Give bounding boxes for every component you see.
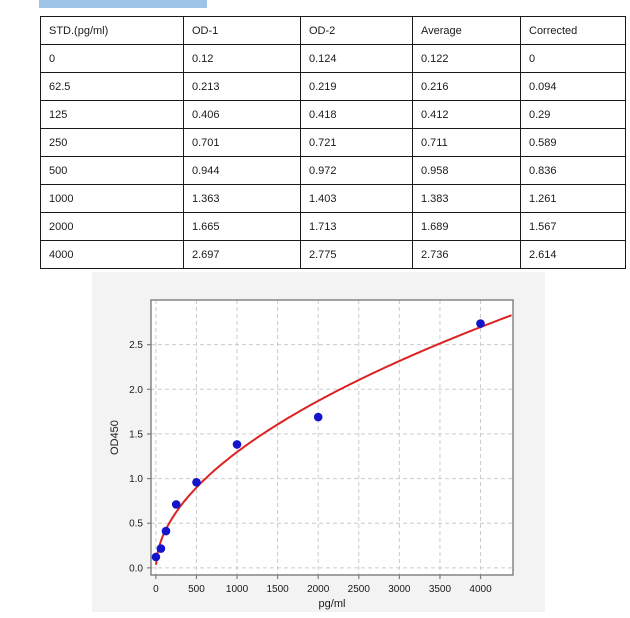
table-cell: 0.216 bbox=[412, 72, 521, 101]
table-cell: 2.736 bbox=[412, 240, 521, 269]
table-cell: 1.713 bbox=[300, 212, 413, 241]
y-tick-label: 0.0 bbox=[129, 563, 143, 574]
table-cell: 0.122 bbox=[412, 44, 521, 73]
table-cell: 0.213 bbox=[183, 72, 301, 101]
table-row: 500 0.944 0.972 0.958 0.836 bbox=[40, 156, 626, 185]
x-tick-label: 2000 bbox=[307, 584, 330, 595]
table-cell: 1.567 bbox=[520, 212, 626, 241]
table-row: 250 0.701 0.721 0.711 0.589 bbox=[40, 128, 626, 157]
column-header: Corrected bbox=[520, 16, 626, 45]
table-row: STD.(pg/ml) OD-1 OD-2 Average Corrected bbox=[40, 16, 626, 45]
x-tick-label: 2500 bbox=[348, 584, 371, 595]
table-row: 0 0.12 0.124 0.122 0 bbox=[40, 44, 626, 73]
column-header: STD.(pg/ml) bbox=[40, 16, 184, 45]
table-cell: 1.689 bbox=[412, 212, 521, 241]
y-tick-label: 1.0 bbox=[129, 474, 143, 485]
table-cell: 0.406 bbox=[183, 100, 301, 129]
table-cell: 0 bbox=[520, 44, 626, 73]
x-tick-label: 3500 bbox=[429, 584, 452, 595]
table-cell: 1.383 bbox=[412, 184, 521, 213]
table-cell: 1.261 bbox=[520, 184, 626, 213]
standards-table: STD.(pg/ml) OD-1 OD-2 Average Corrected 0 0.1… bbox=[40, 16, 626, 269]
x-tick-label: 1000 bbox=[226, 584, 249, 595]
column-header: OD-2 bbox=[300, 16, 413, 45]
column-header: OD-1 bbox=[183, 16, 301, 45]
x-tick-label: 4000 bbox=[469, 584, 492, 595]
data-point bbox=[171, 500, 181, 509]
x-tick-label: 1500 bbox=[266, 584, 289, 595]
table-cell: 0.29 bbox=[520, 100, 626, 129]
table-cell: 1.363 bbox=[183, 184, 301, 213]
plot-border bbox=[150, 299, 514, 576]
table-cell: 4000 bbox=[40, 240, 184, 269]
table-cell: 0.219 bbox=[300, 72, 413, 101]
data-point bbox=[161, 526, 171, 536]
table-row: 125 0.406 0.418 0.412 0.29 bbox=[40, 100, 626, 129]
standard-curve-plot: 0 500 1000 1500 2000 2500 3000 3500 4000 0.0 0.5 1.… bbox=[92, 272, 545, 612]
table-cell: 125 bbox=[40, 100, 184, 129]
plot-background bbox=[151, 300, 513, 575]
table-cell: 0.589 bbox=[520, 128, 626, 157]
fit-curve bbox=[155, 314, 512, 565]
table-cell: 1000 bbox=[40, 184, 184, 213]
table-cell: 0.711 bbox=[412, 128, 521, 157]
x-axis-label: pg/ml bbox=[319, 598, 346, 610]
table-cell: 0.958 bbox=[412, 156, 521, 185]
y-tick-label: 0.5 bbox=[129, 519, 143, 530]
standard-curve-figure: 0 500 1000 1500 2000 2500 3000 3500 4000 0.0 0.5 1.… bbox=[92, 272, 545, 612]
data-point bbox=[156, 544, 166, 553]
table-cell: 0.701 bbox=[183, 128, 301, 157]
x-tick-label: 0 bbox=[153, 584, 159, 595]
y-axis-label: OD450 bbox=[109, 420, 121, 455]
table-cell: 0.418 bbox=[300, 100, 413, 129]
data-point bbox=[476, 319, 485, 328]
x-tick-label: 3000 bbox=[388, 584, 411, 595]
table-cell: 0.12 bbox=[183, 44, 301, 73]
table-cell: 2000 bbox=[40, 212, 184, 241]
table-cell: 62.5 bbox=[40, 72, 184, 101]
data-point bbox=[192, 478, 201, 487]
column-header: Average bbox=[412, 16, 521, 45]
table-cell: 2.697 bbox=[183, 240, 301, 269]
table-row: 4000 2.697 2.775 2.736 2.614 bbox=[40, 240, 626, 269]
table-cell: 1.403 bbox=[300, 184, 413, 213]
y-tick-label: 1.5 bbox=[129, 429, 143, 440]
y-tick-label: 2.0 bbox=[129, 385, 143, 396]
table-cell: 0.836 bbox=[520, 156, 626, 185]
table-cell: 0 bbox=[40, 44, 184, 73]
table-cell: 250 bbox=[40, 128, 184, 157]
table-cell: 1.665 bbox=[183, 212, 301, 241]
table-cell: 0.412 bbox=[412, 100, 521, 129]
table-cell: 0.124 bbox=[300, 44, 413, 73]
data-point bbox=[232, 440, 242, 449]
table-cell: 500 bbox=[40, 156, 184, 185]
table-cell: 2.775 bbox=[300, 240, 413, 269]
table-header-row: STD.(pg/ml) OD-1 OD-2 Average Corrected bbox=[40, 16, 626, 45]
table-cell: 0.972 bbox=[300, 156, 413, 185]
data-point bbox=[313, 412, 323, 422]
table-cell: 0.094 bbox=[520, 72, 626, 101]
table-row: 62.5 0.213 0.219 0.216 0.094 bbox=[40, 72, 626, 101]
table-cell: 0.721 bbox=[300, 128, 413, 157]
y-tick-label: 2.5 bbox=[129, 340, 143, 351]
table-cell: 0.944 bbox=[183, 156, 301, 185]
table-row: 2000 1.665 1.713 1.689 1.567 bbox=[40, 212, 626, 241]
table-body: 0 0.12 0.124 0.122 0 62.5 0.213 0.219 0.216 0.094… bbox=[40, 44, 626, 269]
table-row: 1000 1.363 1.403 1.383 1.261 bbox=[40, 184, 626, 213]
clipped-highlighted-text bbox=[39, 0, 207, 8]
table-cell: 2.614 bbox=[520, 240, 626, 269]
data-point bbox=[151, 552, 161, 562]
x-tick-label: 500 bbox=[188, 584, 205, 595]
